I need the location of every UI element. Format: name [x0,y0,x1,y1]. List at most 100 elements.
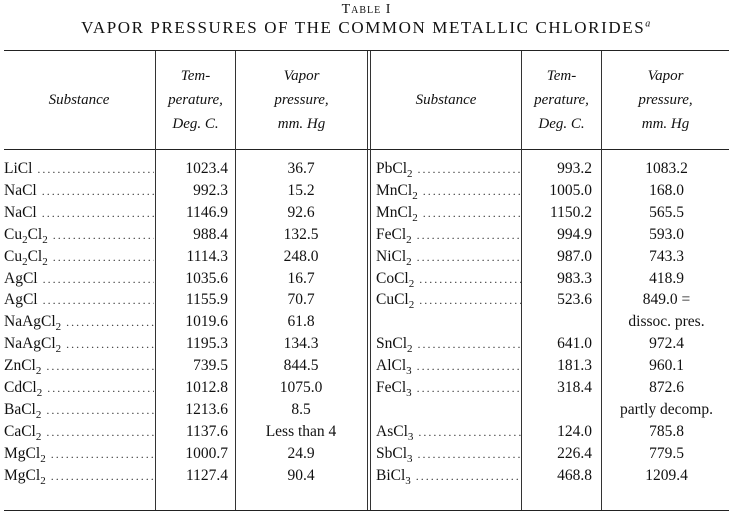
substance-cell: MnCl2 ........................ [376,204,521,224]
table-title-text: VAPOR PRESSURES OF THE COMMON METALLIC C… [81,18,646,37]
pressure-cell: 785.8 [649,422,684,440]
pressure-cell: 90.4 [287,466,315,484]
formula-text: MnCl2 [376,181,418,202]
substance-cell: NaAgCl2 ........................ [4,335,154,355]
header-pressure-right: Vapor pressure, mm. Hg [602,51,729,149]
leader-dots: ........................ [417,446,521,461]
leader-dots: ........................ [422,183,521,198]
pressure-cell: 132.5 [283,225,319,243]
leader-dots: ........................ [416,359,521,374]
leader-dots: ........................ [417,337,521,352]
leader-dots: ........................ [36,205,154,220]
header-temperature-left: Tem-perature, Deg. C. [156,51,235,149]
pressure-cell: 743.3 [649,247,684,265]
table-row: CaCl2 ........................ 1137.6 Less… [0,423,733,445]
formula-text: NaCl [4,181,37,199]
pressure-cell: 1209.4 [645,466,688,484]
temperature-cell: 1137.6 [185,422,228,440]
substance-cell: LiCl ........................ [4,160,154,178]
temperature-cell: 181.3 [557,357,592,375]
temperature-cell: 992.3 [193,181,228,199]
leader-dots: ........................ [416,381,521,395]
table-title: VAPOR PRESSURES OF THE COMMON METALLIC C… [0,18,733,38]
table-row: MgCl2 ........................ 1000.7 24.9… [0,445,733,467]
header-line: Tem- [546,68,577,84]
column-divider [155,51,156,510]
temperature-cell: 124.0 [557,422,592,440]
formula-text: Cu2Cl2 [4,247,48,268]
leader-dots: ........................ [419,293,521,308]
leader-dots: ........................ [41,359,154,374]
temperature-cell: 739.5 [193,357,228,375]
formula-text: CdCl2 [4,379,43,400]
formula-text: MgCl2 [4,466,46,487]
formula-text: NiCl2 [376,247,412,268]
pressure-cell: 61.8 [287,313,315,331]
top-rule [4,50,729,51]
header-line: Tem- [180,68,211,84]
table-row: LiCl ........................ 1023.4 36.7 P… [0,160,733,182]
pressure-cell: 972.4 [649,335,684,353]
formula-text: BaCl2 [4,400,42,421]
temperature-cell: 987.0 [557,247,592,265]
header-substance-left: Substance [48,92,110,108]
temperature-cell: 641.0 [557,335,592,353]
temperature-cell: 318.4 [557,379,592,396]
formula-text: FeCl3 [376,379,412,400]
leader-dots: ........................ [37,271,154,286]
temperature-cell: 1114.3 [186,247,228,265]
pressure-cell: 168.0 [649,181,684,199]
temperature-cell: 1150.2 [549,203,592,221]
substance-cell: AlCl3 ........................ [376,357,521,377]
table-row: Cu2Cl2 ........................ 1114.3 248… [0,248,733,270]
pressure-cell: 849.0 = [642,291,691,309]
substance-cell: NiCl2 ........................ [376,248,521,268]
pressure-cell: 1075.0 [279,379,323,396]
temperature-cell: 1127.4 [185,466,228,484]
formula-text: SbCl3 [376,444,413,465]
formula-text: ZnCl2 [4,357,42,378]
pressure-cell: 36.7 [287,160,315,177]
leader-dots: ........................ [50,468,154,483]
pressure-cell: 70.7 [287,291,315,309]
table-row: ZnCl2 ........................ 739.5 844.5… [0,357,733,379]
table-row: NaAgCl2 ........................ 1019.6 61… [0,313,733,335]
pressure-cell: 1083.2 [645,160,688,177]
temperature-cell: 1012.8 [185,379,228,396]
leader-dots: ........................ [66,337,154,352]
formula-text: AlCl3 [376,357,412,378]
pressure-cell: 960.1 [649,357,684,375]
header-pressure-left: Vapor pressure, mm. Hg [236,51,367,149]
formula-text: MgCl2 [4,444,46,465]
leader-dots: ........................ [37,293,154,308]
table-row: NaCl ........................ 992.3 15.2 Mn… [0,182,733,204]
leader-dots: ........................ [416,227,521,242]
pressure-cell: Less than 4 [265,422,337,440]
leader-dots: ........................ [415,468,521,483]
temperature-cell: 468.8 [557,466,592,484]
formula-text: NaAgCl2 [4,335,62,356]
pressure-cell: 844.5 [283,357,319,375]
column-divider [235,51,236,510]
substance-cell: Cu2Cl2 ........................ [4,248,154,268]
pressure-cell: 248.0 [283,247,319,265]
substance-cell: SnCl2 ........................ [376,335,521,355]
substance-cell: Cu2Cl2 ........................ [4,226,154,246]
pressure-cell: 872.6 [649,379,684,396]
pressure-cell: 418.9 [649,269,684,287]
temperature-cell: 1023.4 [185,160,228,177]
substance-cell: PbCl2 ........................ [376,160,521,180]
substance-cell: SbCl3 ........................ [376,445,521,465]
header-line: Vapor [647,68,684,84]
header-substance-right: Substance [415,92,477,108]
table-row: CdCl2 ........................ 1012.8 1075… [0,379,733,401]
temperature-cell: 1155.9 [185,291,228,309]
substance-cell: AgCl ........................ [4,270,154,288]
temperature-cell: 1195.3 [185,335,228,353]
substance-cell: BaCl2 ........................ [4,401,154,421]
temperature-cell: 1019.6 [185,313,228,331]
formula-text: LiCl [4,160,33,177]
leader-dots: ........................ [41,424,154,439]
leader-dots: ........................ [419,271,521,286]
temperature-cell: 983.3 [557,269,592,287]
